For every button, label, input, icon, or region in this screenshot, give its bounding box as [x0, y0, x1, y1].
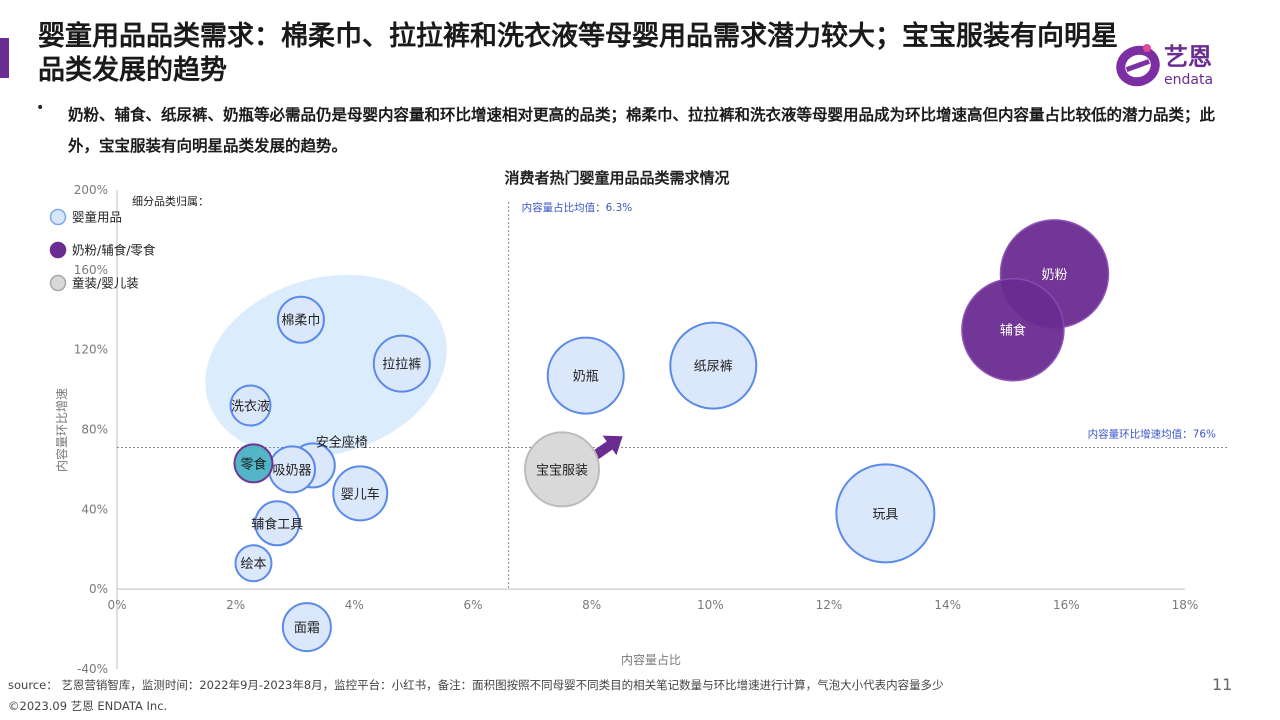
y-tick-label: 200% [74, 183, 108, 197]
logo-mark [1116, 44, 1160, 87]
bullet-dot: • [36, 100, 45, 116]
legend-title: 细分品类归属： [132, 194, 209, 208]
bubble-婴儿车 [332, 465, 389, 522]
bubble-label-绘本: 绘本 [240, 557, 266, 572]
bubble-玩具 [835, 463, 936, 564]
bubble-面霜 [281, 602, 332, 653]
y-tick-label: 40% [81, 502, 108, 516]
legend-marker [49, 208, 67, 226]
legend-label: 童装/婴儿装 [72, 276, 139, 291]
x-tick-label: 10% [697, 598, 724, 612]
x-tick-label: 16% [1053, 598, 1080, 612]
bubble-label-婴儿车: 婴儿车 [341, 486, 380, 502]
x-tick-label: 0% [107, 598, 126, 612]
x-tick-label: 6% [463, 598, 482, 612]
x-tick-label: 12% [816, 598, 843, 612]
x-tick-label: 2% [226, 598, 245, 612]
page-number: 11 [1212, 675, 1233, 694]
x-axis-title: 内容量占比 [621, 652, 681, 667]
bubble-label-奶瓶: 奶瓶 [573, 370, 599, 385]
chart-title: 消费者热门婴童用品品类需求情况 [504, 169, 729, 187]
bubble-纸尿裤 [669, 321, 758, 410]
bubble-宝宝服装 [524, 431, 600, 508]
bubble-label-吸奶器: 吸奶器 [273, 463, 312, 478]
bubble-label-棉柔巾: 棉柔巾 [281, 314, 320, 329]
bubble-label-纸尿裤: 纸尿裤 [694, 360, 733, 375]
x-tick-label: 18% [1172, 598, 1199, 612]
legend-label: 婴童用品 [72, 210, 122, 225]
bubble-辅食 [961, 277, 1065, 382]
bubble-绘本 [234, 544, 273, 583]
page-title: 婴童用品品类需求：棉柔巾、拉拉裤和洗衣液等母婴用品需求潜力较大；宝宝服装有向明星… [38, 21, 1118, 86]
bubble-拉拉裤 [372, 334, 431, 393]
y-mean-label: 内容量环比增速均值：76% [1088, 427, 1216, 440]
y-tick-label: 120% [74, 343, 108, 357]
bubble-label-零食: 零食 [240, 456, 266, 472]
y-tick-label: -40% [77, 662, 108, 675]
summary: • 奶粉、辅食、纸尿裤、奶瓶等必需品仍是母婴内容量和环比增速相对更高的品类；棉柔… [36, 100, 1231, 162]
bubble-棉柔巾 [276, 295, 325, 344]
bubble-label-奶粉: 奶粉 [1041, 268, 1067, 283]
legend-marker [49, 274, 67, 292]
bubble-零食 [233, 443, 274, 484]
y-axis-title: 内容量环比增速 [54, 388, 69, 472]
x-tick-label: 4% [345, 598, 364, 612]
bubble-label-安全座椅: 安全座椅 [316, 434, 368, 450]
bubble-label-辅食: 辅食 [1000, 323, 1026, 339]
chart-bubbles [229, 219, 1110, 653]
x-tick-label: 8% [582, 598, 601, 612]
summary-text: 奶粉、辅食、纸尿裤、奶瓶等必需品仍是母婴内容量和环比增速相对更高的品类；棉柔巾、… [68, 106, 1216, 155]
bubble-label-辅食工具: 辅食工具 [251, 516, 303, 532]
copyright: ©2023.09 艺恩 ENDATA Inc. [8, 699, 168, 713]
y-tick-label: 0% [89, 582, 108, 596]
bubble-label-玩具: 玩具 [872, 507, 898, 522]
bubble-label-面霜: 面霜 [294, 621, 320, 636]
source-note: source： 艺恩营销智库，监测时间：2022年9月-2023年8月，监控平台… [8, 678, 944, 692]
bubble-洗衣液 [229, 384, 272, 427]
legend-marker [49, 241, 67, 259]
bubble-奶瓶 [546, 336, 625, 415]
x-tick-label: 14% [934, 598, 961, 612]
legend-label: 奶粉/辅食/零食 [72, 243, 156, 258]
y-tick-label: 80% [81, 423, 108, 437]
title-accent-bar [0, 38, 9, 78]
logo-subtext: endata [1164, 72, 1213, 88]
bubble-chart: 消费者热门婴童用品品类需求情况 0% 2% 4% 6% 8% 10% 12% 14% 16% 18%… [49, 169, 1228, 675]
endata-logo: 艺恩 endata [1116, 43, 1213, 88]
bubble-label-宝宝服装: 宝宝服装 [536, 463, 588, 478]
bubble-label-拉拉裤: 拉拉裤 [382, 358, 421, 373]
logo-text: 艺恩 [1164, 43, 1212, 71]
bubble-label-洗衣液: 洗衣液 [231, 399, 270, 415]
x-mean-label: 内容量占比均值：6.3% [522, 201, 633, 214]
bubble-辅食工具 [254, 500, 301, 547]
y-tick-label: 160% [74, 263, 108, 277]
